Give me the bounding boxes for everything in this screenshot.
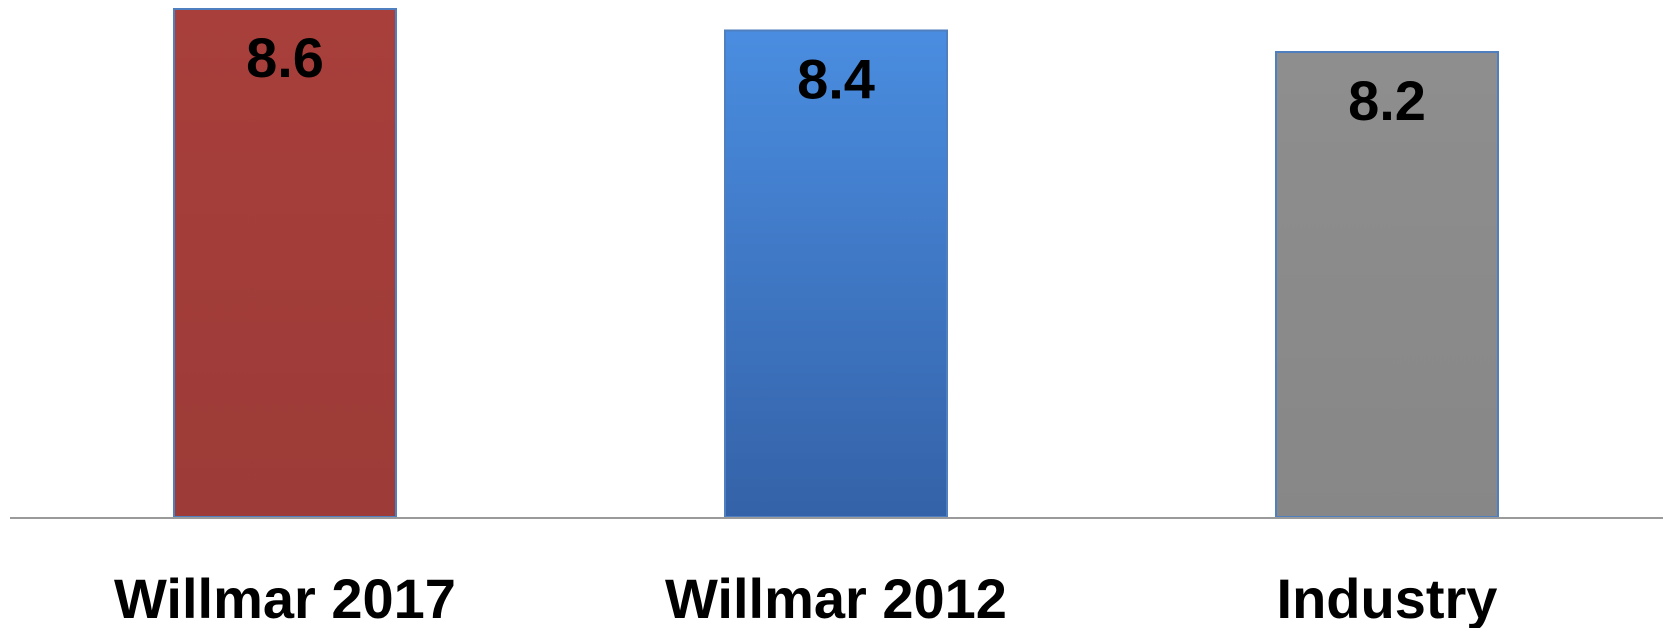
data-label-industry: 8.2 [1348,69,1426,132]
data-label-willmar-2017: 8.6 [246,26,324,89]
bar-willmar-2012 [724,29,948,518]
category-label-industry: Industry [1277,567,1498,628]
category-label-willmar-2012: Willmar 2012 [665,567,1007,628]
category-labels: Willmar 2017 Willmar 2012 Industry [114,567,1497,628]
data-label-willmar-2012: 8.4 [797,48,875,111]
labels-layer: 8.6 8.4 8.2 [246,26,1426,132]
category-label-willmar-2017: Willmar 2017 [114,567,456,628]
bar-willmar-2017 [173,8,397,518]
bar-industry [1275,51,1499,518]
bars-layer [173,8,1499,518]
